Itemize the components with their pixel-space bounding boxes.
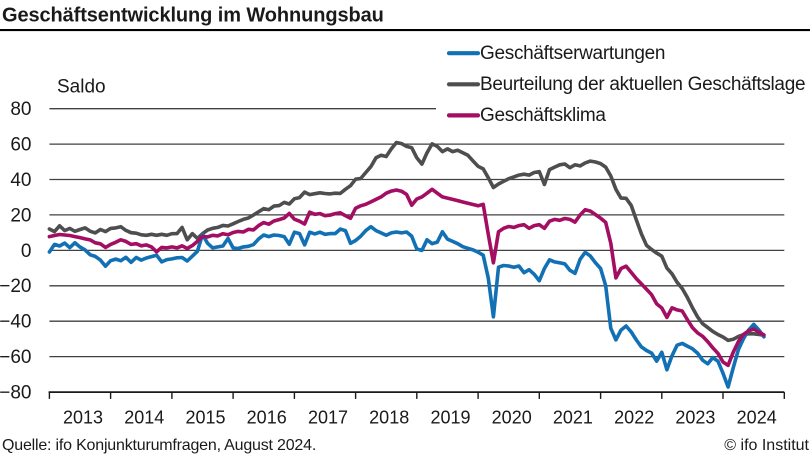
svg-text:0: 0 (21, 241, 32, 262)
svg-text:60: 60 (10, 135, 31, 156)
svg-text:−60: −60 (0, 347, 32, 368)
svg-text:Saldo: Saldo (57, 77, 106, 98)
svg-text:−20: −20 (0, 276, 32, 297)
svg-text:2015: 2015 (185, 408, 225, 428)
svg-text:−40: −40 (0, 312, 32, 333)
svg-text:2022: 2022 (614, 408, 654, 428)
svg-text:2013: 2013 (63, 408, 103, 428)
svg-text:80: 80 (10, 99, 31, 120)
svg-text:© ifo Institut: © ifo Institut (724, 437, 809, 454)
svg-text:−80: −80 (0, 383, 32, 404)
svg-text:Geschäftserwartungen: Geschäftserwartungen (480, 43, 665, 64)
svg-text:2018: 2018 (369, 408, 409, 428)
svg-text:Geschäftsentwicklung im Wohnun: Geschäftsentwicklung im Wohnungsbau (2, 5, 384, 27)
svg-text:Beurteilung der aktuellen Gesc: Beurteilung der aktuellen Geschäftslage (480, 74, 805, 95)
svg-text:2014: 2014 (124, 408, 164, 428)
svg-text:40: 40 (10, 170, 31, 191)
svg-text:Geschäftsklima: Geschäftsklima (480, 105, 606, 126)
svg-text:20: 20 (10, 205, 31, 226)
svg-text:2017: 2017 (308, 408, 348, 428)
svg-text:2021: 2021 (553, 408, 593, 428)
svg-text:2016: 2016 (247, 408, 287, 428)
svg-text:2024: 2024 (737, 408, 777, 428)
svg-text:2023: 2023 (675, 408, 715, 428)
svg-text:Quelle: ifo Konjunkturumfragen: Quelle: ifo Konjunkturumfragen, August 2… (2, 437, 316, 454)
svg-text:2020: 2020 (492, 408, 532, 428)
svg-text:2019: 2019 (430, 408, 470, 428)
